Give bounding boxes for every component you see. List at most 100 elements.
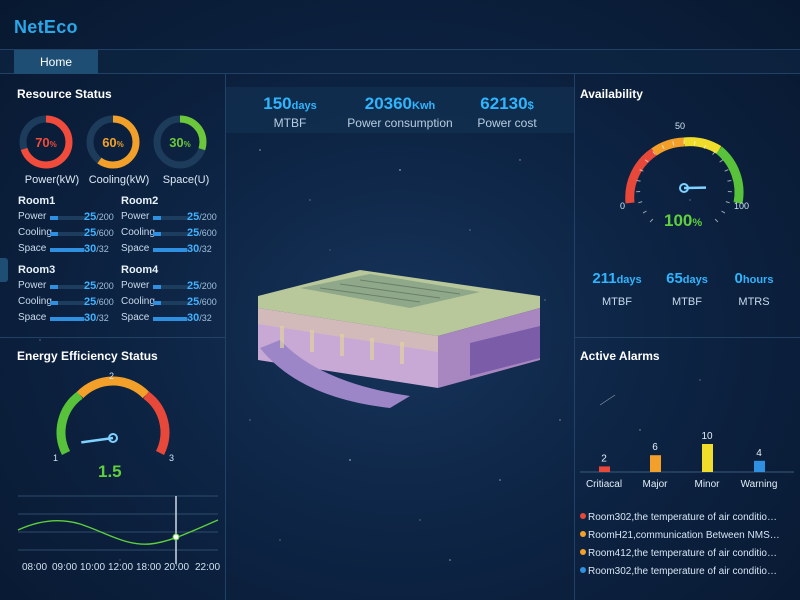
donut-fill (19, 115, 73, 169)
trend-time-label: 20:00 (164, 562, 190, 573)
metric-label: Cooling (121, 227, 155, 238)
building-3d-image (258, 270, 540, 408)
room-metric-row: Space 30/32 (18, 312, 118, 325)
gauge-tick (661, 145, 665, 150)
alarm-item[interactable]: Room302,the temperature of air condition… (580, 512, 780, 523)
metric-number: 0 (734, 270, 743, 287)
alarm-severity-dot (580, 531, 586, 537)
tab-home[interactable]: Home (14, 50, 98, 74)
donut-fill (153, 115, 207, 169)
room-metric-row: Power 25/200 (18, 211, 118, 224)
ee-mid-label: 2 (109, 371, 115, 381)
divider (225, 74, 226, 600)
gauge-tick (693, 141, 696, 146)
metric-bar (50, 232, 86, 236)
room-metric-row: Space 30/32 (18, 243, 118, 256)
metric-value: 25/600 (187, 227, 217, 239)
metric-number: 211 (592, 270, 617, 287)
app-logo[interactable]: NetEco (14, 17, 78, 37)
donut-value: 60% (102, 135, 124, 150)
metric-label: Power (121, 280, 150, 291)
alarm-item[interactable]: Room412,the temperature of air condition… (580, 548, 780, 559)
space-donut-label: Space(U) (162, 174, 210, 186)
room-metric-row: Cooling 25/600 (18, 227, 118, 240)
donut-value: 30% (169, 135, 191, 150)
availability-title: Availability (580, 87, 643, 101)
kpi-unit: Kwh (412, 100, 436, 112)
alarm-bar[interactable] (702, 444, 713, 472)
trend-time-label: 12:00 (108, 562, 134, 573)
metric-unit: days (682, 274, 708, 286)
metric-bar (153, 248, 189, 252)
room-title: Room4 (121, 264, 159, 276)
metric-bar (50, 285, 86, 289)
nav-bar: Home (0, 50, 800, 74)
room-metric-row: Cooling 25/600 (121, 227, 221, 240)
gauge-tick (724, 169, 729, 172)
gauge-tick (639, 169, 644, 172)
gauge-tick (719, 159, 724, 163)
room-metric-row: Power 25/200 (121, 280, 221, 293)
kpi-caption: Power consumption (347, 116, 453, 130)
metric-value: 30/32 (187, 312, 212, 324)
alarm-text: RoomH21,communication Between NMS A... (588, 530, 780, 541)
room-metric-row: Power 25/200 (18, 280, 118, 293)
alarm-bar-chart: 2 Critiacal 6 Major 10 Minor 4 Warning (580, 431, 794, 490)
gauge-tick (638, 201, 643, 204)
room-title: Room3 (18, 264, 56, 276)
room-metric-row: Cooling 25/600 (121, 296, 221, 309)
alarm-severity-dot (580, 567, 586, 573)
gauge-tick (721, 210, 726, 214)
metric-number: 65 (666, 270, 683, 287)
metric-bar (153, 301, 189, 305)
metric-label: Space (18, 243, 47, 254)
availability-metric: 65days MTBF (652, 270, 722, 308)
alarm-text: Room412,the temperature of air condition… (588, 548, 780, 559)
gauge-tick (703, 145, 707, 150)
alarm-category-label: Major (642, 479, 668, 490)
ee-max-label: 3 (169, 453, 175, 463)
metric-label: Space (121, 312, 150, 323)
metric-value: 30/32 (84, 243, 109, 255)
summary-kpi: 150days MTBF (242, 94, 338, 130)
metric-label: Cooling (121, 296, 155, 307)
energy-efficiency-gauge (56, 376, 170, 456)
ee-min-label: 1 (53, 453, 59, 463)
availability-gauge (625, 137, 744, 223)
kpi-value: 20360 (364, 94, 413, 113)
divider (0, 337, 225, 338)
metric-label: Space (121, 243, 150, 254)
metric-value: 25/600 (84, 227, 114, 239)
gauge-tick (649, 218, 654, 223)
avail-mid-label: 50 (675, 121, 686, 131)
energy-efficiency-title: Energy Efficiency Status (17, 349, 158, 363)
avail-min-label: 0 (620, 201, 626, 211)
power-donut-label: Power(kW) (24, 174, 80, 186)
top-bar: NetEco (0, 0, 800, 50)
metric-value: 25/600 (187, 296, 217, 308)
room-metric-row: Space 30/32 (121, 312, 221, 325)
alarm-text: Room302,the temperature of air condition… (588, 512, 780, 523)
alarm-bar[interactable] (754, 460, 765, 472)
collapse-handle[interactable] (0, 258, 8, 282)
gauge-tick (644, 159, 649, 163)
room-title: Room1 (18, 195, 56, 207)
gauge-tick (652, 151, 656, 155)
ee-value: 1.5 (98, 462, 122, 481)
alarm-bar[interactable] (599, 466, 610, 472)
trend-time-label: 09:00 (52, 562, 78, 573)
alarm-item[interactable]: RoomH21,communication Between NMS A... (580, 530, 780, 541)
metric-bar (50, 248, 86, 252)
metric-label: Power (18, 280, 47, 291)
metric-label: Power (18, 211, 47, 222)
metric-bar (50, 216, 86, 220)
kpi-value: 150 (263, 94, 292, 113)
donut-fill (86, 115, 140, 169)
energy-trend-chart (17, 495, 219, 564)
kpi-unit: days (291, 100, 317, 112)
gauge-tick (714, 218, 719, 223)
alarm-item[interactable]: Room302,the temperature of air condition… (580, 566, 780, 577)
trend-time-label: 08:00 (22, 562, 48, 573)
metric-value: 30/32 (84, 312, 109, 324)
alarm-bar[interactable] (650, 455, 661, 472)
